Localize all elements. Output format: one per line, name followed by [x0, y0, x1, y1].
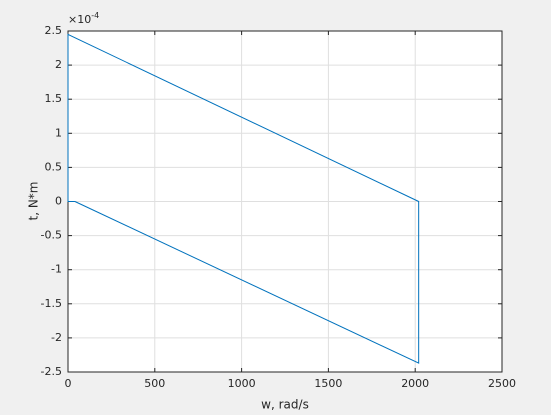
x-tick-label: 500	[144, 377, 165, 390]
data-line	[67, 33, 420, 364]
x-tick-label: 0	[65, 377, 72, 390]
y-tick-label: 1	[55, 126, 62, 139]
y-tick-label: 2	[55, 58, 62, 71]
x-tick-label: 2500	[488, 377, 516, 390]
multiplier-base: ×10	[68, 13, 91, 26]
y-axis-label: t, N*m	[27, 182, 41, 221]
y-tick-label: -1.5	[41, 297, 62, 310]
multiplier-exponent: -4	[91, 11, 99, 20]
y-tick-label: 0.5	[45, 160, 63, 173]
x-tick-label: 2000	[401, 377, 429, 390]
y-tick-label: -0.5	[41, 229, 62, 242]
x-tick-label: 1500	[314, 377, 342, 390]
y-multiplier: ×10-4	[68, 11, 99, 27]
y-tick-label: 0	[55, 195, 62, 208]
x-tick-label: 1000	[228, 377, 256, 390]
y-tick-label: 2.5	[45, 24, 63, 37]
y-tick-label: -2	[51, 331, 62, 344]
y-tick-label: -1	[51, 263, 62, 276]
y-tick-label: -2.5	[41, 365, 62, 378]
y-tick-label: 1.5	[45, 92, 63, 105]
x-axis-label: w, rad/s	[261, 398, 309, 412]
